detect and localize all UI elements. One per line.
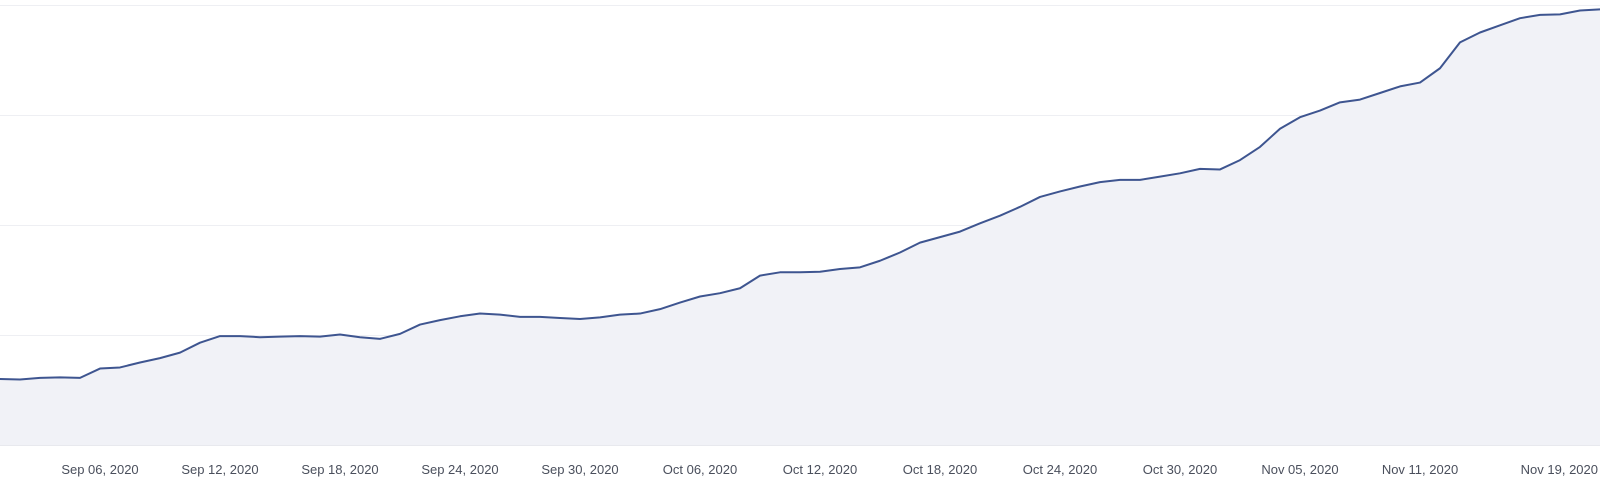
data-point [658,307,662,311]
data-point [1418,81,1422,85]
series-line [0,8,1600,381]
x-tick-label: Nov 19, 2020 [1521,462,1598,477]
x-tick-label: Oct 18, 2020 [903,462,977,477]
data-point [1118,178,1122,182]
data-point [1398,84,1402,88]
data-point [718,291,722,295]
data-point [278,335,282,339]
x-tick-label: Sep 24, 2020 [421,462,498,477]
data-point [958,230,962,234]
x-tick-label: Sep 06, 2020 [61,462,138,477]
data-point [978,221,982,225]
data-point [298,334,302,338]
data-point [58,375,62,379]
x-tick-label: Oct 24, 2020 [1023,462,1097,477]
data-point [1298,115,1302,119]
data-point [378,337,382,341]
data-point [738,286,742,290]
x-axis-tick-labels: Sep 06, 2020 Sep 12, 2020 Sep 18, 2020 Sep … [61,462,1598,477]
data-point [898,251,902,255]
data-point [1478,31,1482,35]
data-point [1158,175,1162,179]
data-point [198,341,202,345]
data-point [1458,40,1462,44]
data-point [138,361,142,365]
data-point [1038,195,1042,199]
series-area [0,9,1600,446]
x-tick-label: Oct 30, 2020 [1143,462,1217,477]
data-point [458,314,462,318]
data-point [1238,158,1242,162]
data-point [998,214,1002,218]
data-point [578,317,582,321]
data-point [38,376,42,380]
x-tick-label: Oct 12, 2020 [783,462,857,477]
data-point [398,332,402,336]
data-point [558,316,562,320]
data-point [338,332,342,336]
data-point [1098,180,1102,184]
data-point [1438,66,1442,70]
data-point [638,312,642,316]
data-point [1078,185,1082,189]
data-point [938,235,942,239]
data-point [518,315,522,319]
data-point [358,335,362,339]
data-point [258,335,262,339]
x-tick-label: Oct 06, 2020 [663,462,737,477]
x-tick-label: Sep 12, 2020 [181,462,258,477]
data-point [418,323,422,327]
data-point [238,334,242,338]
data-point [218,334,222,338]
data-point [1218,167,1222,171]
data-point [918,241,922,245]
data-point [798,270,802,274]
data-point [1178,171,1182,175]
data-point [1058,189,1062,193]
data-point [1278,127,1282,131]
data-point [498,313,502,317]
x-tick-label: Sep 30, 2020 [541,462,618,477]
data-point [1518,16,1522,20]
data-point [18,378,22,382]
data-point [438,318,442,322]
data-point [118,365,122,369]
data-point [1318,109,1322,113]
data-point [858,265,862,269]
data-point [158,356,162,360]
data-point [598,315,602,319]
data-point [678,301,682,305]
data-point [878,259,882,263]
x-tick-label: Nov 05, 2020 [1261,462,1338,477]
data-point [1338,100,1342,104]
data-point [698,295,702,299]
data-point [1018,205,1022,209]
data-point [1378,91,1382,95]
data-point [618,313,622,317]
data-point [1258,145,1262,149]
data-point [1538,13,1542,17]
data-point [1358,98,1362,102]
data-point [98,367,102,371]
data-point [1138,178,1142,182]
data-point [538,315,542,319]
data-point [1558,12,1562,16]
data-point [1198,167,1202,171]
data-point [758,274,762,278]
x-tick-label: Sep 18, 2020 [301,462,378,477]
data-point [838,267,842,271]
data-point [778,270,782,274]
data-point [78,376,82,380]
data-point [178,351,182,355]
data-point [478,312,482,316]
x-tick-label: Nov 11, 2020 [1382,462,1458,477]
data-point [1498,23,1502,27]
data-point [1578,9,1582,13]
data-point [818,270,822,274]
data-point [318,335,322,339]
